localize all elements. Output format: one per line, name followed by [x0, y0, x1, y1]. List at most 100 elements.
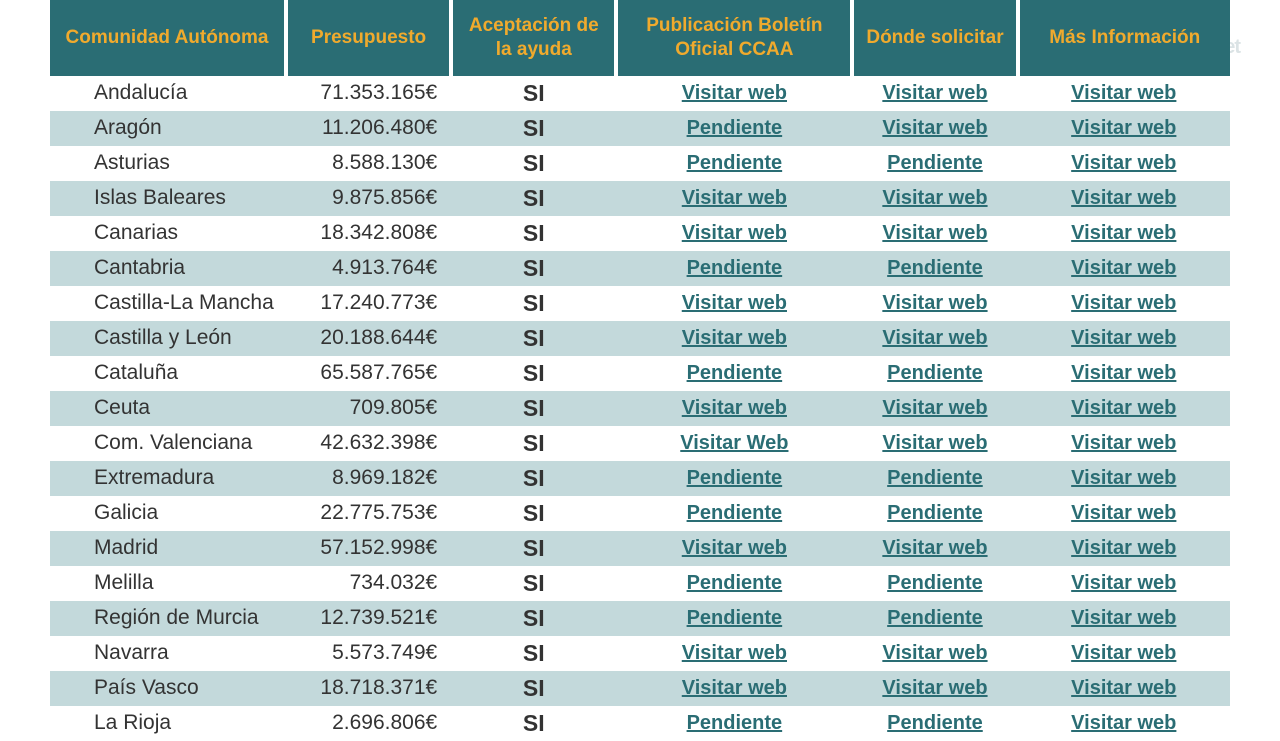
- visitar-web-link[interactable]: Visitar web: [682, 642, 787, 664]
- pendiente-text: Pendiente: [687, 607, 783, 629]
- cell-comunidad: La Rioja: [50, 706, 286, 741]
- visitar-web-link[interactable]: Visitar web: [1071, 432, 1176, 454]
- table-row: Cataluña65.587.765€SIPendientePendienteV…: [50, 356, 1230, 391]
- visitar-web-link[interactable]: Visitar web: [1071, 222, 1176, 244]
- cell-presupuesto: 8.969.182€: [286, 461, 451, 496]
- table-body: Andalucía71.353.165€SIVisitar webVisitar…: [50, 76, 1230, 741]
- cell-boletin: Pendiente: [616, 111, 852, 146]
- visitar-web-link[interactable]: Visitar web: [1071, 397, 1176, 419]
- visitar-web-link[interactable]: Visitar web: [682, 187, 787, 209]
- cell-mas: Visitar web: [1018, 496, 1230, 531]
- visitar-web-link[interactable]: Visitar web: [1071, 712, 1176, 734]
- visitar-web-link[interactable]: Visitar web: [1071, 82, 1176, 104]
- visitar-web-link[interactable]: Visitar web: [1071, 257, 1176, 279]
- visitar-web-link[interactable]: Visitar web: [1071, 467, 1176, 489]
- visitar-web-link[interactable]: Visitar web: [882, 117, 987, 139]
- pendiente-text: Pendiente: [687, 502, 783, 524]
- cell-mas: Visitar web: [1018, 636, 1230, 671]
- table-row: La Rioja2.696.806€SIPendientePendienteVi…: [50, 706, 1230, 741]
- visitar-web-link[interactable]: Visitar web: [882, 432, 987, 454]
- cell-presupuesto: 57.152.998€: [286, 531, 451, 566]
- pendiente-text: Pendiente: [887, 467, 983, 489]
- visitar-web-link[interactable]: Visitar web: [882, 537, 987, 559]
- cell-aceptacion: SI: [451, 531, 616, 566]
- visitar-web-link[interactable]: Visitar web: [882, 222, 987, 244]
- cell-presupuesto: 12.739.521€: [286, 601, 451, 636]
- cell-boletin: Pendiente: [616, 601, 852, 636]
- table-row: Castilla y León20.188.644€SIVisitar webV…: [50, 321, 1230, 356]
- visitar-web-link[interactable]: Visitar web: [682, 397, 787, 419]
- cell-aceptacion: SI: [451, 286, 616, 321]
- cell-comunidad: Islas Baleares: [50, 181, 286, 216]
- cell-mas: Visitar web: [1018, 426, 1230, 461]
- visitar-web-link[interactable]: Visitar web: [1071, 502, 1176, 524]
- cell-aceptacion: SI: [451, 461, 616, 496]
- cell-boletin: Pendiente: [616, 356, 852, 391]
- cell-aceptacion: SI: [451, 496, 616, 531]
- cell-aceptacion: SI: [451, 356, 616, 391]
- cell-presupuesto: 5.573.749€: [286, 636, 451, 671]
- cell-boletin: Pendiente: [616, 461, 852, 496]
- pendiente-text: Pendiente: [887, 572, 983, 594]
- visitar-web-link[interactable]: Visitar web: [882, 82, 987, 104]
- cell-aceptacion: SI: [451, 76, 616, 111]
- cell-comunidad: Cantabria: [50, 251, 286, 286]
- cell-boletin: Pendiente: [616, 566, 852, 601]
- cell-presupuesto: 8.588.130€: [286, 146, 451, 181]
- visitar-web-link[interactable]: Visitar web: [682, 82, 787, 104]
- visitar-web-link[interactable]: Visitar web: [882, 642, 987, 664]
- visitar-web-link[interactable]: Visitar web: [882, 292, 987, 314]
- visitar-web-link[interactable]: Visitar web: [682, 327, 787, 349]
- cell-donde: Pendiente: [852, 496, 1017, 531]
- cell-comunidad: Melilla: [50, 566, 286, 601]
- table-row: País Vasco18.718.371€SIVisitar webVisita…: [50, 671, 1230, 706]
- cell-boletin: Visitar web: [616, 216, 852, 251]
- cell-presupuesto: 734.032€: [286, 566, 451, 601]
- visitar-web-link[interactable]: Visitar web: [882, 677, 987, 699]
- visitar-web-link[interactable]: Visitar web: [882, 187, 987, 209]
- cell-presupuesto: 11.206.480€: [286, 111, 451, 146]
- visitar-web-link[interactable]: Visitar web: [682, 537, 787, 559]
- cell-comunidad: Andalucía: [50, 76, 286, 111]
- header-presupuesto: Presupuesto: [286, 0, 451, 76]
- visitar-web-link[interactable]: Visitar web: [1071, 117, 1176, 139]
- pendiente-text: Pendiente: [887, 362, 983, 384]
- visitar-web-link[interactable]: Visitar web: [1071, 642, 1176, 664]
- cell-comunidad: Com. Valenciana: [50, 426, 286, 461]
- visitar-web-link[interactable]: Visitar web: [1071, 327, 1176, 349]
- visitar-web-link[interactable]: Visitar web: [1071, 152, 1176, 174]
- cell-aceptacion: SI: [451, 216, 616, 251]
- cell-mas: Visitar web: [1018, 566, 1230, 601]
- visitar-web-link[interactable]: Visitar web: [882, 397, 987, 419]
- cell-donde: Pendiente: [852, 566, 1017, 601]
- cell-donde: Visitar web: [852, 321, 1017, 356]
- visitar-web-link[interactable]: Visitar Web: [680, 432, 788, 454]
- cell-mas: Visitar web: [1018, 251, 1230, 286]
- cell-aceptacion: SI: [451, 146, 616, 181]
- visitar-web-link[interactable]: Visitar web: [682, 222, 787, 244]
- table-row: Cantabria4.913.764€SIPendientePendienteV…: [50, 251, 1230, 286]
- cell-presupuesto: 2.696.806€: [286, 706, 451, 741]
- cell-boletin: Pendiente: [616, 146, 852, 181]
- visitar-web-link[interactable]: Visitar web: [1071, 537, 1176, 559]
- cell-donde: Pendiente: [852, 461, 1017, 496]
- table-row: Galicia22.775.753€SIPendientePendienteVi…: [50, 496, 1230, 531]
- cell-mas: Visitar web: [1018, 706, 1230, 741]
- visitar-web-link[interactable]: Visitar web: [1071, 607, 1176, 629]
- visitar-web-link[interactable]: Visitar web: [882, 327, 987, 349]
- visitar-web-link[interactable]: Visitar web: [682, 677, 787, 699]
- visitar-web-link[interactable]: Visitar web: [1071, 292, 1176, 314]
- cell-comunidad: Canarias: [50, 216, 286, 251]
- cell-comunidad: Asturias: [50, 146, 286, 181]
- visitar-web-link[interactable]: Visitar web: [682, 292, 787, 314]
- pendiente-text: Pendiente: [687, 117, 783, 139]
- visitar-web-link[interactable]: Visitar web: [1071, 362, 1176, 384]
- cell-presupuesto: 18.718.371€: [286, 671, 451, 706]
- visitar-web-link[interactable]: Visitar web: [1071, 187, 1176, 209]
- cell-mas: Visitar web: [1018, 321, 1230, 356]
- cell-boletin: Visitar web: [616, 76, 852, 111]
- cell-comunidad: Galicia: [50, 496, 286, 531]
- visitar-web-link[interactable]: Visitar web: [1071, 677, 1176, 699]
- cell-presupuesto: 17.240.773€: [286, 286, 451, 321]
- visitar-web-link[interactable]: Visitar web: [1071, 572, 1176, 594]
